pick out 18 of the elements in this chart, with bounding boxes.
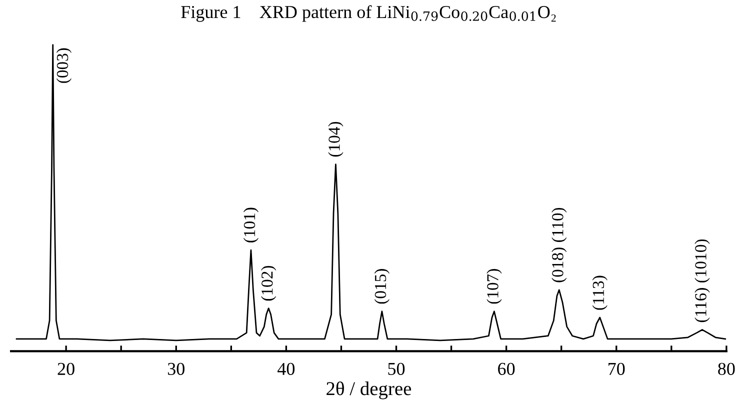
- annotation: (018) (110): [552, 208, 567, 282]
- annotation: (102): [261, 266, 276, 301]
- x-axis-title: 2θ / degree: [326, 381, 412, 400]
- chart-title: Figure 1 XRD pattern of LiNi$_{0.79}$Co$_{0.20}$Ca$_{0.01}$O₂: [181, 5, 556, 22]
- x-tick-label: 80: [718, 362, 735, 376]
- x-tick-label: 60: [498, 362, 515, 376]
- x-tick-label: 50: [388, 362, 405, 376]
- annotation: (015): [374, 269, 390, 304]
- annotation: (101): [243, 208, 259, 242]
- x-tick-label: 40: [278, 362, 295, 376]
- x-tick-label: 30: [168, 362, 184, 376]
- x-tick-label: 20: [58, 362, 74, 376]
- x-tick-label: 70: [608, 362, 625, 376]
- annotation: (003): [56, 48, 72, 83]
- annotation: (116) (1010): [694, 239, 710, 322]
- annotation: (107): [486, 269, 502, 304]
- annotation: (113): [592, 276, 608, 310]
- annotation: (104): [328, 122, 344, 157]
